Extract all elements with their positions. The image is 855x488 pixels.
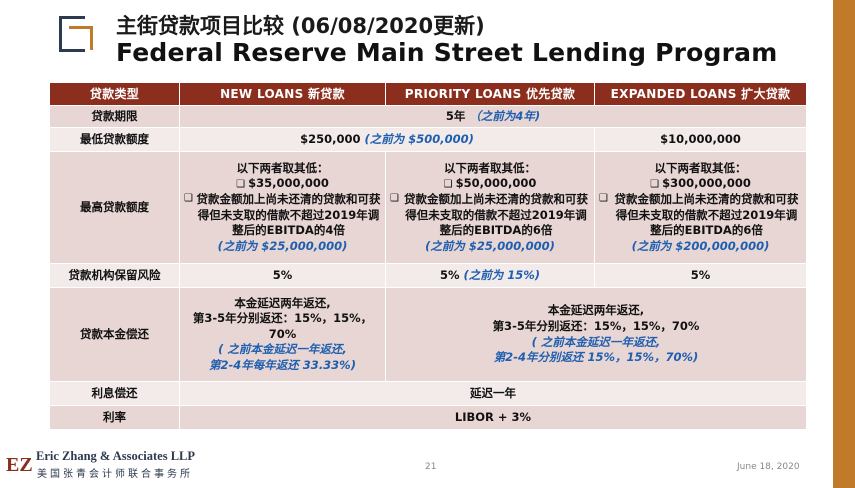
header-cell-expanded: EXPANDED LOANS 扩大贷款: [594, 82, 807, 106]
table-row-min: 最低贷款额度 $250,000 (之前为 $500,000) $10,000,0…: [49, 127, 807, 152]
row-label: 贷款机构保留风险: [49, 263, 180, 288]
max-expanded-rule: 贷款金额加上尚未还清的贷款和可获得但未支取的借款不超过2019年调整后的EBIT…: [614, 191, 799, 238]
max-new-amount: $35,000,000: [248, 176, 329, 191]
page-title-en: Federal Reserve Main Street Lending Prog…: [116, 38, 778, 67]
checkbox-bullet-icon: ❑: [184, 192, 193, 204]
table-row-rate: 利率 LIBOR + 3%: [49, 405, 807, 430]
comparison-table: 贷款类型 NEW LOANS 新贷款 PRIORITY LOANS 优先贷款 E…: [49, 82, 807, 430]
max-priority-rule: 贷款金额加上尚未还清的贷款和可获得但未支取的借款不超过2019年调整后的EBIT…: [403, 191, 588, 238]
row-label: 最低贷款额度: [49, 127, 180, 152]
min-value-cell: $250,000 (之前为 $500,000): [179, 127, 595, 152]
brand-logo-icon: [59, 16, 93, 54]
row-label: 利息偿还: [49, 381, 180, 406]
row-label: 贷款期限: [49, 105, 180, 128]
company-name-cn: 美国张青会计师联合事务所: [37, 469, 193, 480]
term-value-cell: 5年 （之前为4年): [179, 105, 807, 128]
risk-new: 5%: [179, 263, 386, 288]
checkbox-bullet-icon: ❑: [650, 179, 660, 191]
checkbox-bullet-icon: ❑: [236, 179, 246, 191]
max-expanded-rule-line: ❑ 贷款金额加上尚未还清的贷款和可获得但未支取的借款不超过2019年调整后的EBI…: [595, 192, 806, 239]
term-note: （之前为4年): [469, 108, 541, 123]
max-new-note: (之前为 $25,000,000): [217, 238, 348, 253]
max-priority-rule-line: ❑ 贷款金额加上尚未还清的贷款和可获得但未支取的借款不超过2019年调整后的EBI…: [386, 192, 594, 239]
table-row-max: 最高贷款额度 以下两者取其低： ❑ $35,000,000 ❑ 贷款金额加上尚未还清…: [49, 151, 807, 264]
max-new-amount-line: ❑ $35,000,000: [180, 176, 385, 192]
risk-priority: 5%: [439, 267, 460, 282]
max-new-rule: 贷款金额加上尚未还清的贷款和可获得但未支取的借款不超过2019年调整后的EBIT…: [196, 191, 381, 238]
rate-value: LIBOR + 3%: [179, 405, 807, 430]
max-expanded-amount-line: ❑ $300,000,000: [595, 176, 806, 192]
page-number: 21: [425, 462, 437, 472]
company-logo-icon: EZ: [6, 454, 33, 476]
risk-priority-note: (之前为 15%): [463, 267, 541, 282]
repay-other-note2: 第2-4年分别返还 15%，15%，70%): [493, 350, 699, 365]
max-expanded-amount: $300,000,000: [662, 176, 751, 191]
repay-new-line2: 第3-5年分别返还：15%，15%，: [192, 311, 373, 326]
page-title-cn: 主街贷款项目比较 (06/08/2020更新): [116, 14, 485, 38]
repay-new-note1: ( 之前本金延迟一年返还,: [218, 342, 347, 357]
max-intro: 以下两者取其低：: [444, 160, 536, 175]
min-note: (之前为 $500,000): [364, 131, 474, 146]
max-priority-note: (之前为 $25,000,000): [425, 238, 555, 253]
max-intro: 以下两者取其低：: [236, 160, 329, 175]
logo-text: EZ: [6, 454, 33, 476]
repay-other-cell: 本金延迟两年返还, 第3-5年分别返还：15%，15%，70% ( 之前本金延迟…: [385, 287, 807, 382]
max-new-rule-line: ❑ 贷款金额加上尚未还清的贷款和可获得但未支取的借款不超过2019年调整后的EBI…: [180, 192, 385, 239]
min-expanded: $10,000,000: [594, 127, 807, 152]
max-intro: 以下两者取其低：: [654, 160, 747, 175]
repay-other-line1: 本金延迟两年返还,: [547, 303, 645, 318]
checkbox-bullet-icon: ❑: [443, 179, 453, 191]
table-row-risk: 贷款机构保留风险 5% 5% (之前为 15%) 5%: [49, 263, 807, 288]
table-header-row: 贷款类型 NEW LOANS 新贷款 PRIORITY LOANS 优先贷款 E…: [49, 82, 807, 106]
risk-expanded: 5%: [594, 263, 807, 288]
repay-new-note2: 第2-4年每年返还 33.33%): [209, 357, 356, 372]
repay-new-line3: 70%: [268, 326, 297, 341]
company-name-en: Eric Zhang & Associates LLP: [36, 449, 196, 463]
repay-other-line2: 第3-5年分别返还：15%，15%，70%: [492, 318, 700, 333]
checkbox-bullet-icon: ❑: [390, 192, 399, 204]
max-expanded-note: (之前为 $200,000,000): [631, 238, 770, 253]
slide-sidebar-bar: [833, 0, 855, 488]
repay-new-line1: 本金延迟两年返还,: [234, 295, 331, 310]
max-expanded-cell: 以下两者取其低： ❑ $300,000,000 ❑ 贷款金额加上尚未还清的贷款和可获…: [594, 151, 807, 264]
header-cell-new: NEW LOANS 新贷款: [179, 82, 386, 106]
max-priority-amount: $50,000,000: [455, 176, 537, 191]
row-label: 最高贷款额度: [49, 151, 180, 264]
max-priority-amount-line: ❑ $50,000,000: [386, 176, 594, 192]
max-new-cell: 以下两者取其低： ❑ $35,000,000 ❑ 贷款金额加上尚未还清的贷款和可获得…: [179, 151, 386, 264]
header-cell-type: 贷款类型: [49, 82, 180, 106]
repay-new-cell: 本金延迟两年返还, 第3-5年分别返还：15%，15%， 70% ( 之前本金延…: [179, 287, 386, 382]
max-priority-cell: 以下两者取其低： ❑ $50,000,000 ❑ 贷款金额加上尚未还清的贷款和可获得…: [385, 151, 595, 264]
table-row-term: 贷款期限 5年 （之前为4年): [49, 105, 807, 128]
checkbox-bullet-icon: ❑: [599, 192, 608, 204]
risk-priority-cell: 5% (之前为 15%): [385, 263, 595, 288]
repay-other-note1: ( 之前本金延迟一年返还,: [531, 334, 661, 349]
row-label: 贷款本金偿还: [49, 287, 180, 382]
table-row-repay: 贷款本金偿还 本金延迟两年返还, 第3-5年分别返还：15%，15%， 70% …: [49, 287, 807, 382]
interest-value: 延迟一年: [179, 381, 807, 406]
term-value: 5年: [445, 108, 466, 123]
row-label: 利率: [49, 405, 180, 430]
page-date: June 18, 2020: [737, 462, 800, 472]
header-cell-priority: PRIORITY LOANS 优先贷款: [385, 82, 595, 106]
min-value: $250,000: [300, 131, 361, 146]
table-row-interest: 利息偿还 延迟一年: [49, 381, 807, 406]
